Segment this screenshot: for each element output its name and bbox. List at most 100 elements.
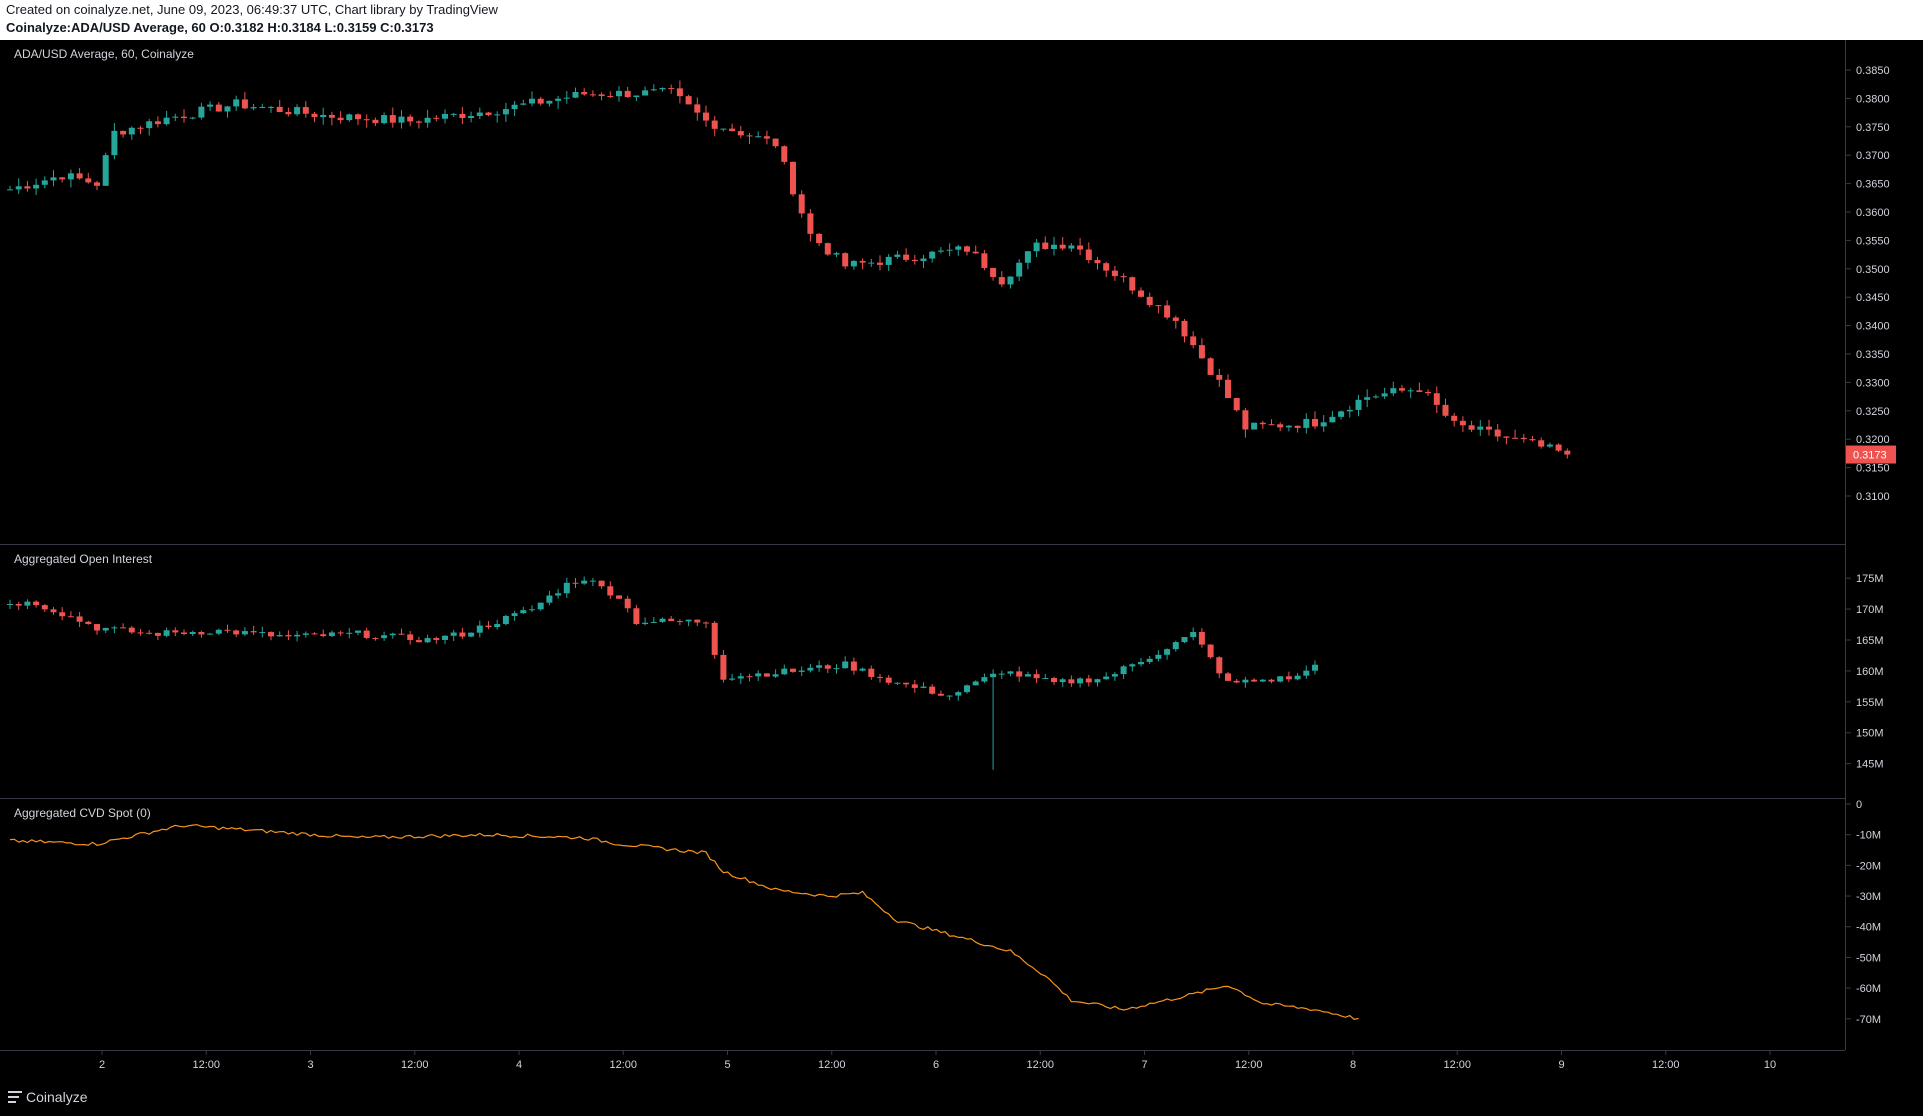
oi-candle-body [1007,671,1014,674]
oi-candle-body [1268,679,1275,682]
price-candle-body [1077,245,1084,250]
price-candle-body [850,260,857,267]
price-candle-body [1198,345,1205,359]
price-candle-body [616,90,622,97]
oi-candle-body [763,673,770,677]
price-candle-body [1442,404,1449,416]
oi-candle-body [650,621,657,623]
price-candle-body [398,116,405,123]
price-candle-body [198,106,205,118]
price-candle-body [1216,374,1223,380]
price-candle-body [294,107,301,115]
oi-candle-body [372,637,379,639]
oi-candle-body [485,625,492,628]
oi-candle-body [1312,664,1318,671]
price-candle-body [1085,249,1092,261]
price-candle-body [59,177,66,180]
price-candle-body [1094,260,1101,264]
price-candle-body [1120,276,1127,278]
price-candle-body [955,246,962,250]
price-candle-body [1138,290,1144,297]
oi-candle-body [1051,678,1057,683]
oi-candle-body [163,630,170,636]
price-candle-body [668,88,675,90]
oi-candle-body [1103,676,1110,680]
price-candle-body [102,155,109,186]
x-axis-tick-label: 9 [1558,1059,1564,1071]
price-candle-body [694,104,701,113]
chart-background [0,40,1923,1080]
price-candle-body [1564,450,1571,455]
oi-candle-body [476,625,483,633]
price-candle-body [1477,426,1484,430]
menu-icon [8,1091,22,1103]
oi-candle-body [598,580,605,587]
oi-candle-body [24,601,31,606]
oi-candle-body [328,632,335,637]
oi-candle-body [668,618,675,622]
oi-candle-body [41,605,48,610]
oi-candle-body [1172,642,1179,650]
oi-candle-body [937,693,944,696]
price-candle-body [529,98,535,104]
oi-candle-body [67,616,74,618]
y-axis-tick-label: 150M [1856,728,1884,740]
chart-header: Created on coinalyze.net, June 09, 2023,… [0,0,1923,40]
price-candle-body [746,135,753,137]
y-axis-tick-label: 0.3700 [1856,150,1890,162]
oi-candle-body [241,631,248,635]
price-candle-body [120,130,127,135]
price-candle-body [1416,390,1423,392]
oi-candle-body [1138,662,1144,665]
oi-candle-body [233,630,240,635]
price-candle-body [937,250,944,252]
oi-candle-body [1094,679,1101,683]
symbol-label: Coinalyze:ADA/USD Average, 60 [6,20,206,35]
price-candle-body [763,136,770,139]
y-axis-tick-label: 170M [1856,604,1884,616]
price-candle-body [981,253,988,268]
y-axis-tick-label: -30M [1856,891,1881,903]
oi-candle-body [381,635,388,639]
oi-candle-body [494,624,501,628]
price-candle-body [1285,425,1292,428]
price-candle-body [964,246,970,252]
price-candle-body [1503,436,1510,438]
price-candle-body [1268,424,1275,426]
brand-label: Coinalyze [26,1089,88,1105]
oi-candle-body [146,632,153,634]
price-candle-body [1051,244,1057,249]
price-candle-body [816,233,823,244]
oi-candle-body [337,632,344,634]
y-axis-tick-label: 0.3850 [1856,65,1890,77]
price-candle-body [1233,398,1240,411]
oi-candle-body [633,608,640,625]
oi-candle-body [94,624,100,631]
oi-candle-body [520,610,527,614]
oi-candle-body [415,640,422,643]
price-candle-body [346,114,353,121]
high-label: H: [267,20,282,35]
oi-candle-body [1129,664,1136,667]
oi-candle-body [207,633,214,635]
price-candle-body [7,189,13,191]
price-candle-body [154,121,161,125]
price-candle-body [1059,244,1066,249]
y-axis-tick-label: -60M [1856,983,1881,995]
oi-candle-body [824,665,831,669]
price-candle-body [1346,409,1353,412]
price-candle-body [1111,270,1118,277]
oi-candle-body [720,654,727,680]
chart-canvas[interactable]: ADA/USD Average, 60, Coinalyze 0.3850 0.38… [0,40,1923,1080]
price-candle-body [33,184,40,189]
price-candle-body [1068,245,1075,249]
price-candle-body [520,103,527,105]
y-axis-tick-label: -10M [1856,830,1881,842]
coinalyze-brand[interactable]: Coinalyze [8,1089,87,1105]
open-label: O: [209,20,224,35]
price-candle-body [1529,439,1536,441]
price-candle-body [485,112,492,116]
price-candle-body [929,251,936,259]
price-candle-body [1329,416,1336,423]
price-candle-body [76,173,83,179]
